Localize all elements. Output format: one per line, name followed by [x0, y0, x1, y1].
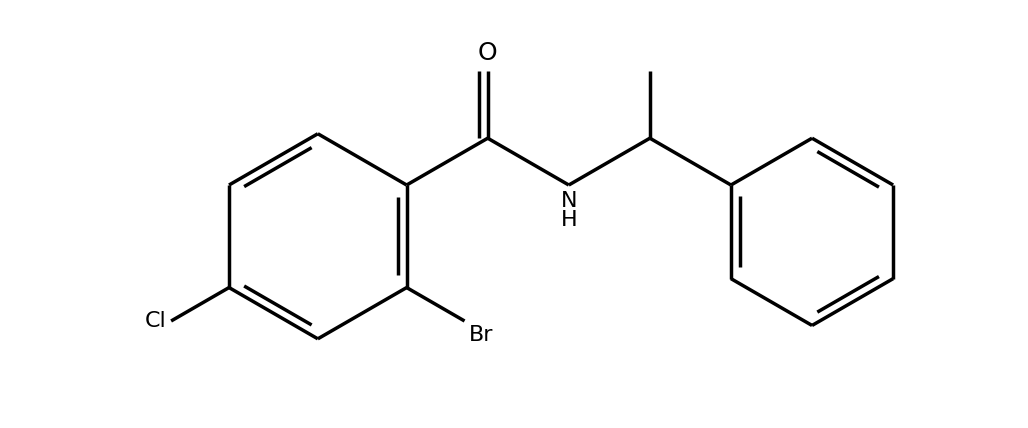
Text: N
H: N H: [560, 191, 577, 230]
Text: Cl: Cl: [145, 311, 167, 331]
Text: Br: Br: [469, 325, 493, 345]
Text: O: O: [478, 41, 498, 65]
